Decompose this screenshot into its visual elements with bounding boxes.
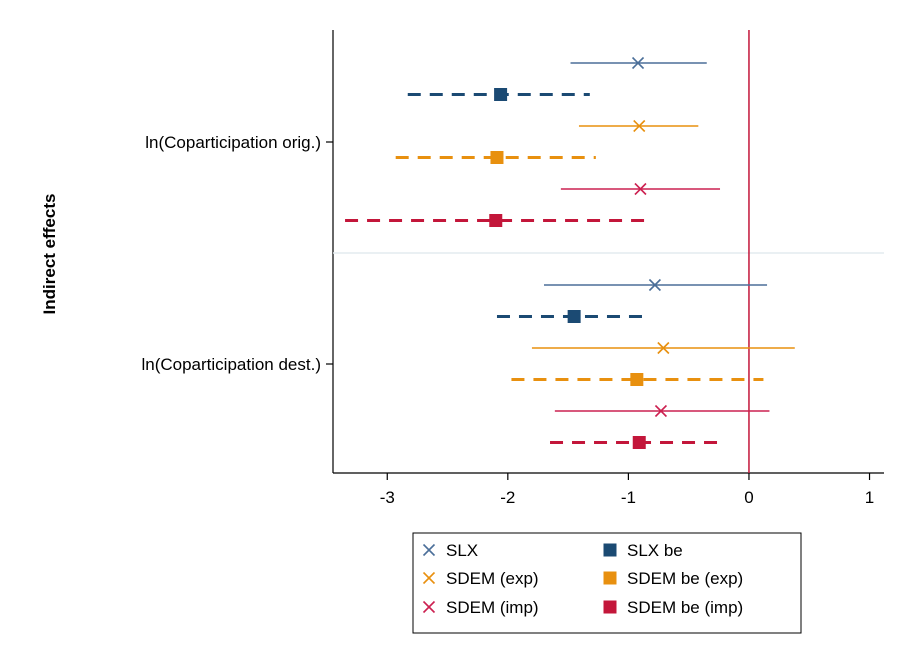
legend-x-marker-stroke-b [422,600,436,614]
point-estimate [490,151,504,164]
legend-item: SDEM (imp) [422,598,539,617]
legend-x-marker-stroke-b [422,571,436,585]
point-estimate [632,436,646,449]
legend-item: SDEM (exp) [422,569,539,588]
point-estimate-stroke-b [633,119,646,133]
x-tick-label: -1 [621,488,636,507]
point-estimate-stroke-b [634,182,647,196]
legend-square-marker [603,543,617,557]
legend: SLX SLX be SDEM (exp) SDEM be (exp) SDEM (im… [412,532,802,634]
point-estimate [633,119,646,133]
legend-item: SLX [422,541,478,560]
legend-square-marker [603,600,617,614]
legend-label: SDEM (exp) [446,569,539,588]
x-tick-label: 0 [744,488,753,507]
legend-x-marker [422,571,436,585]
y-category-label: ln(Coparticipation orig.) [145,133,321,152]
legend-label: SLX be [627,541,683,560]
y-category-label: ln(Coparticipation dest.) [141,355,321,374]
x-tick-label: -3 [380,488,395,507]
point-estimate [648,278,661,292]
legend-item: SLX be [603,541,683,560]
legend-x-marker-stroke-b [422,543,436,557]
point-estimate-stroke-b [648,278,661,292]
legend-label: SLX [446,541,478,560]
point-estimate [489,214,503,227]
legend-label: SDEM (imp) [446,598,539,617]
point-estimate [494,88,508,101]
legend-x-marker [422,543,436,557]
point-estimate-stroke-b [631,56,645,70]
legend-item: SDEM be (imp) [603,598,743,617]
point-estimate-stroke-b [657,341,670,355]
point-estimate [630,373,644,386]
plot-area: -3 -2 -1 0 1 ln(Coparticipation orig.) ln(Copa… [141,30,884,507]
point-estimate [634,182,647,196]
point-estimate [657,341,670,355]
x-tick-label: -2 [500,488,515,507]
legend-item: SDEM be (exp) [603,569,743,588]
x-tick-label: 1 [865,488,874,507]
legend-label: SDEM be (imp) [627,598,743,617]
legend-label: SDEM be (exp) [627,569,743,588]
point-estimate [631,56,645,70]
legend-x-marker [422,600,436,614]
point-estimate [654,404,668,418]
point-estimate [567,310,581,323]
legend-square-marker [603,571,617,585]
point-estimate-stroke-b [654,404,668,418]
y-axis-title: Indirect effects [40,194,59,315]
